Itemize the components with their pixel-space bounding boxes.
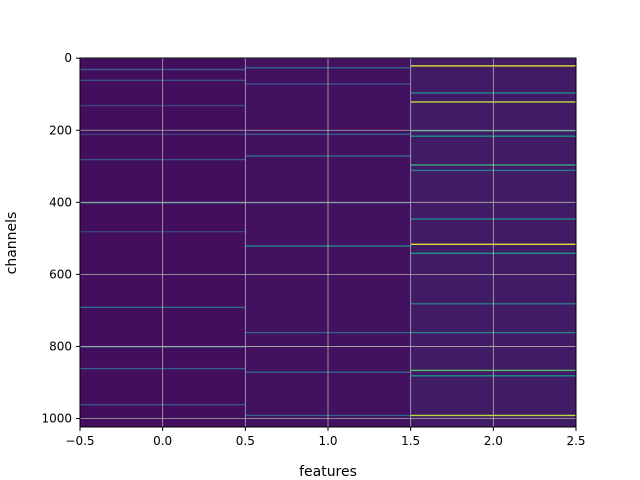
x-tick-label: 2.0 [484,434,503,448]
y-tick-label: 200 [49,123,72,137]
x-tick-label: −0.5 [65,434,94,448]
y-tick-label: 1000 [41,412,72,426]
y-tick-label: 800 [49,339,72,353]
x-tick-label: 0.5 [236,434,255,448]
x-tick-label: 2.5 [566,434,585,448]
x-tick-label: 1.0 [318,434,337,448]
y-tick-label: 400 [49,195,72,209]
x-axis-label: features [299,464,357,480]
y-tick-label: 600 [49,267,72,281]
y-axis-label: channels [4,212,20,275]
y-tick-label: 0 [64,51,72,65]
x-tick-label: 0.0 [153,434,172,448]
y-axis-ticks: 0 200 400 600 800 1000 [41,51,80,426]
x-axis-ticks: −0.5 0.0 0.5 1.0 1.5 2.0 2.5 [65,427,586,448]
x-tick-label: 1.5 [401,434,420,448]
